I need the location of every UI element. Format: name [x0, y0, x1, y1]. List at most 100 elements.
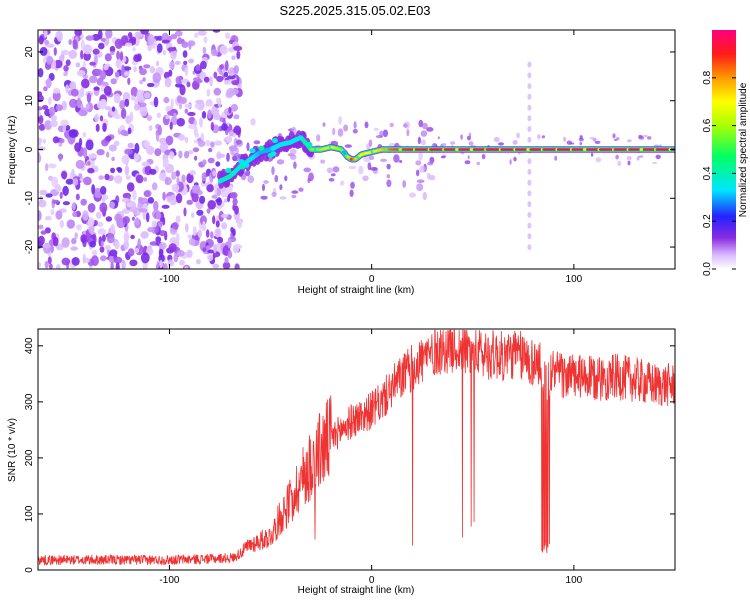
noise-blob — [127, 248, 135, 257]
scatter-blob — [330, 173, 336, 177]
colorbar-tick-label: 0.0 — [702, 262, 713, 276]
noise-blob — [191, 192, 199, 203]
noise-blob — [169, 61, 175, 70]
noise-blob — [123, 231, 130, 243]
noise-blob — [197, 30, 207, 36]
snr-y-axis-label: SNR (10 * v/v) — [7, 418, 18, 482]
noise-blob — [152, 72, 162, 83]
snr-x-axis-label: Height of straight line (km) — [298, 585, 415, 596]
snr-x-tick-label: -100 — [159, 575, 179, 586]
noise-blob — [153, 200, 159, 212]
noise-blob — [109, 201, 115, 209]
track-peak — [270, 145, 277, 151]
noise-blob — [68, 49, 78, 59]
scatter-blob — [422, 191, 427, 201]
noise-blob — [38, 68, 44, 78]
noise-blob — [212, 263, 220, 269]
noise-blob — [140, 252, 150, 264]
scatter-blob — [440, 155, 446, 159]
artifact-blob — [527, 158, 532, 165]
snr-x-tick-label: 0 — [369, 575, 375, 586]
noise-blob — [205, 229, 210, 238]
scatter-blob — [374, 127, 379, 131]
noise-blob — [114, 213, 123, 222]
scatter-blob — [352, 128, 358, 134]
noise-blob — [87, 217, 95, 227]
scatter-blob — [363, 155, 371, 162]
noise-blob — [80, 39, 85, 51]
noise-blob — [199, 117, 203, 128]
noise-blob — [184, 67, 189, 77]
noise-blob — [215, 161, 221, 167]
noise-blob — [108, 144, 117, 152]
noise-blob — [143, 190, 151, 197]
noise-blob — [90, 255, 99, 267]
artifact-blob — [527, 93, 532, 100]
scatter-blob — [303, 167, 312, 173]
scatter-blob — [590, 152, 594, 157]
scatter-blob — [615, 154, 619, 160]
noise-blob — [87, 167, 95, 174]
noise-blob — [80, 86, 85, 98]
noise-blob — [114, 241, 120, 250]
scatter-blob — [509, 159, 512, 165]
scatter-blob — [655, 154, 661, 160]
scatter-blob — [426, 172, 431, 180]
noise-blob — [105, 216, 113, 222]
noise-blob — [74, 142, 81, 152]
noise-blob — [146, 115, 152, 121]
noise-blob — [171, 222, 179, 230]
noise-blob — [82, 147, 88, 159]
noise-blob — [169, 151, 175, 160]
scatter-blob — [326, 167, 333, 174]
noise-blob — [38, 146, 46, 152]
noise-blob — [203, 76, 210, 83]
noise-blob — [133, 54, 141, 62]
scatter-blob — [348, 165, 357, 170]
scatter-blob — [554, 155, 558, 161]
noise-blob — [72, 178, 79, 186]
scatter-blob — [382, 129, 388, 138]
noise-blob — [115, 59, 122, 69]
noise-blob — [83, 51, 91, 61]
noise-blob — [85, 139, 94, 151]
noise-blob — [162, 191, 166, 201]
scatter-blob — [595, 157, 602, 163]
noise-blob — [213, 71, 218, 79]
colorbar-tick-label: 0.8 — [702, 70, 713, 84]
noise-blob — [110, 51, 115, 56]
spectrogram-x-tick-label: 0 — [369, 274, 375, 285]
artifact-blob — [527, 61, 532, 68]
noise-blob — [94, 187, 102, 199]
snr-series-line — [38, 329, 675, 566]
scatter-blob — [638, 155, 644, 158]
noise-blob — [201, 172, 207, 182]
noise-blob — [85, 35, 95, 41]
noise-blob — [104, 245, 112, 250]
noise-blob — [111, 106, 116, 112]
noise-blob — [206, 88, 211, 97]
noise-blob — [130, 234, 135, 240]
noise-blob — [44, 40, 50, 45]
noise-blob — [175, 170, 180, 177]
noise-blob — [163, 71, 170, 79]
scatter-blob — [537, 134, 541, 140]
noise-blob — [95, 211, 102, 219]
noise-blob — [193, 32, 199, 39]
noise-blob — [44, 260, 49, 269]
scatter-blob — [230, 148, 235, 156]
noise-blob — [100, 255, 107, 262]
noise-blob — [105, 30, 113, 39]
noise-blob — [122, 216, 130, 225]
noise-blob — [210, 231, 214, 239]
scatter-blob — [228, 130, 234, 137]
noise-blob — [44, 216, 52, 221]
noise-blob — [63, 65, 69, 72]
noise-blob — [101, 234, 106, 242]
noise-blob — [45, 193, 53, 198]
scatter-blob — [284, 175, 288, 182]
scatter-blob — [421, 130, 426, 136]
noise-blob — [217, 236, 224, 244]
noise-blob — [132, 189, 137, 201]
noise-blob — [233, 45, 243, 51]
